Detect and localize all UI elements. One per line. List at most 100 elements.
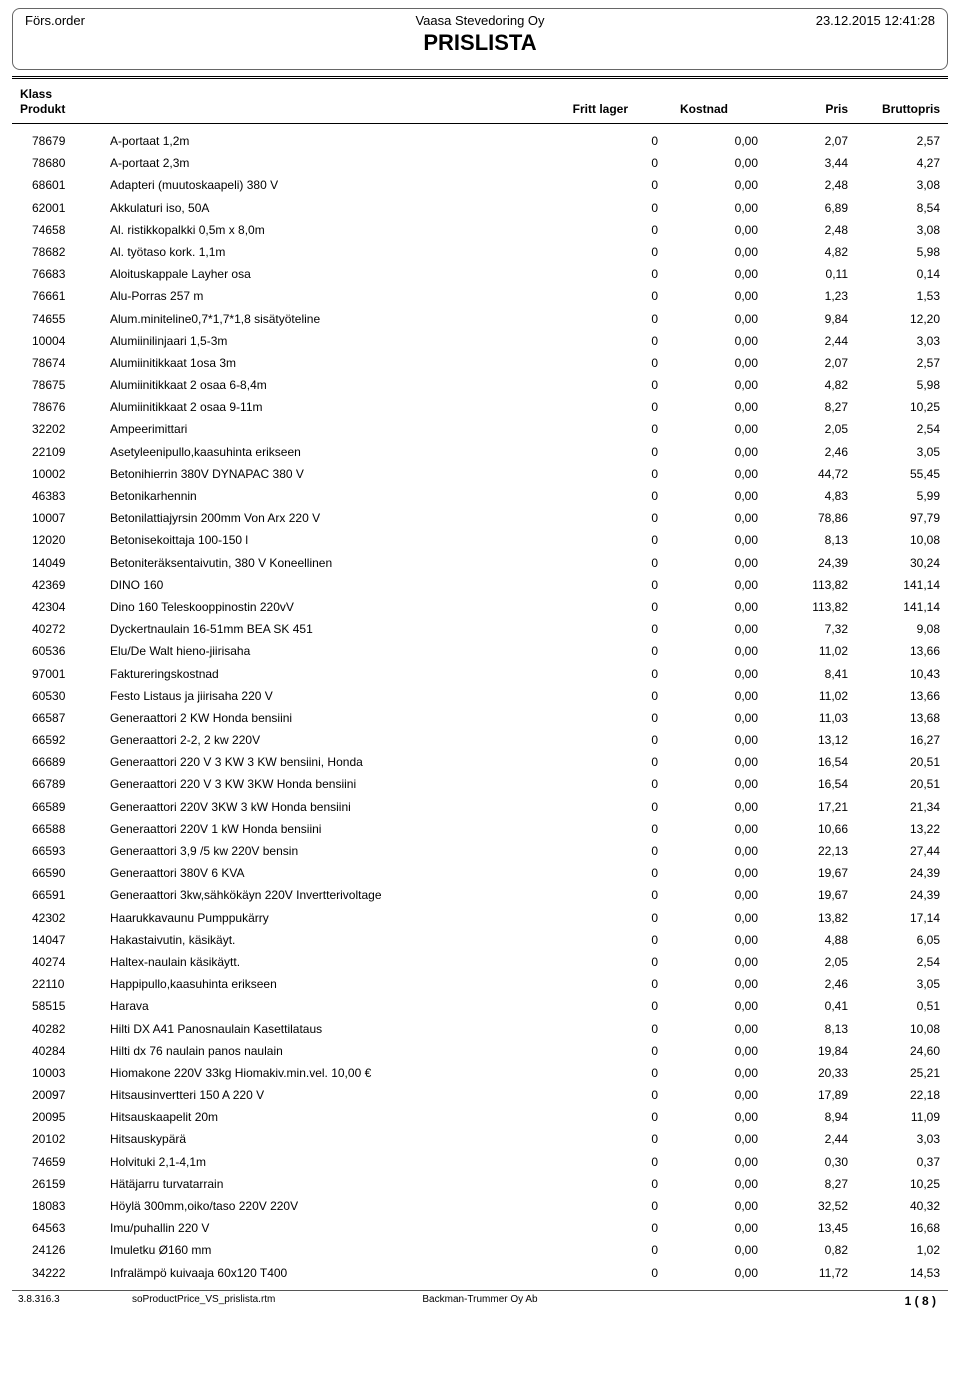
cell-brutto: 13,22: [858, 818, 948, 840]
cell-code: 20095: [12, 1106, 92, 1128]
cell-brutto: 97,79: [858, 507, 948, 529]
cell-name: Hitsausinvertteri 150 A 220 V: [92, 1084, 578, 1106]
cell-fritt: 0: [578, 330, 658, 352]
table-row: 40282Hilti DX A41 Panosnaulain Kasettila…: [12, 1018, 948, 1040]
cell-pris: 2,46: [758, 973, 858, 995]
cell-code: 22110: [12, 973, 92, 995]
table-row: 42302Haarukkavaunu Pumppukärry00,0013,82…: [12, 907, 948, 929]
cell-brutto: 10,08: [858, 529, 948, 551]
cell-fritt: 0: [578, 263, 658, 285]
cell-pris: 11,03: [758, 707, 858, 729]
report-title: PRISLISTA: [13, 30, 947, 56]
cell-pris: 8,94: [758, 1106, 858, 1128]
cell-code: 62001: [12, 197, 92, 219]
cell-kostnad: 0,00: [658, 862, 758, 884]
cell-pris: 0,41: [758, 995, 858, 1017]
table-row: 32202Ampeerimittari00,002,052,54: [12, 418, 948, 440]
table-row: 78682Al. työtaso kork. 1,1m00,004,825,98: [12, 241, 948, 263]
header-center: Vaasa Stevedoring Oy PRISLISTA: [13, 13, 947, 56]
cell-name: Hitsauskypärä: [92, 1128, 578, 1150]
cell-pris: 0,30: [758, 1151, 858, 1173]
cell-fritt: 0: [578, 663, 658, 685]
cell-fritt: 0: [578, 241, 658, 263]
cell-kostnad: 0,00: [658, 840, 758, 862]
cell-fritt: 0: [578, 552, 658, 574]
table-row: 26159Hätäjarru turvatarrain00,008,2710,2…: [12, 1173, 948, 1195]
table-row: 20102Hitsauskypärä00,002,443,03: [12, 1128, 948, 1150]
cell-code: 14047: [12, 929, 92, 951]
cell-name: A-portaat 2,3m: [92, 152, 578, 174]
cell-fritt: 0: [578, 1151, 658, 1173]
footer-rule: [12, 1290, 948, 1291]
cell-code: 76661: [12, 285, 92, 307]
table-row: 60536Elu/De Walt hieno-jiirisaha00,0011,…: [12, 640, 948, 662]
cell-kostnad: 0,00: [658, 663, 758, 685]
footer-page: 1 ( 8 ): [905, 1294, 936, 1308]
table-row: 12020Betonisekoittaja 100-150 l00,008,13…: [12, 529, 948, 551]
cell-name: Dyckertnaulain 16-51mm BEA SK 451: [92, 618, 578, 640]
cell-kostnad: 0,00: [658, 441, 758, 463]
cell-brutto: 5,98: [858, 374, 948, 396]
table-row: 10007Betonilattiajyrsin 200mm Von Arx 22…: [12, 507, 948, 529]
cell-fritt: 0: [578, 130, 658, 152]
cell-kostnad: 0,00: [658, 1128, 758, 1150]
cell-kostnad: 0,00: [658, 197, 758, 219]
cell-brutto: 24,39: [858, 862, 948, 884]
cell-fritt: 0: [578, 907, 658, 929]
cell-brutto: 3,08: [858, 219, 948, 241]
cell-code: 40272: [12, 618, 92, 640]
cell-fritt: 0: [578, 773, 658, 795]
header-datetime: 23.12.2015 12:41:28: [816, 13, 935, 28]
cell-brutto: 24,39: [858, 884, 948, 906]
table-row: 42369DINO 16000,00113,82141,14: [12, 574, 948, 596]
cell-kostnad: 0,00: [658, 773, 758, 795]
cell-pris: 4,82: [758, 241, 858, 263]
cell-fritt: 0: [578, 840, 658, 862]
cell-name: Betonisekoittaja 100-150 l: [92, 529, 578, 551]
table-row: 74659Holvituki 2,1-4,1m00,000,300,37: [12, 1151, 948, 1173]
cell-pris: 13,12: [758, 729, 858, 751]
cell-name: Asetyleenipullo,kaasuhinta erikseen: [92, 441, 578, 463]
cell-code: 78676: [12, 396, 92, 418]
cell-fritt: 0: [578, 1106, 658, 1128]
cell-pris: 113,82: [758, 574, 858, 596]
cell-kostnad: 0,00: [658, 330, 758, 352]
cell-fritt: 0: [578, 285, 658, 307]
cell-kostnad: 0,00: [658, 130, 758, 152]
cell-fritt: 0: [578, 1173, 658, 1195]
cell-name: Haltex-naulain käsikäytt.: [92, 951, 578, 973]
cell-pris: 8,27: [758, 396, 858, 418]
cell-fritt: 0: [578, 707, 658, 729]
cell-pris: 19,84: [758, 1040, 858, 1062]
cell-code: 66689: [12, 751, 92, 773]
cell-code: 46383: [12, 485, 92, 507]
table-row: 64563Imu/puhallin 220 V00,0013,4516,68: [12, 1217, 948, 1239]
cell-name: Höylä 300mm,oiko/taso 220V 220V: [92, 1195, 578, 1217]
cell-fritt: 0: [578, 197, 658, 219]
cell-kostnad: 0,00: [658, 1195, 758, 1217]
cell-pris: 9,84: [758, 308, 858, 330]
cell-name: Haarukkavaunu Pumppukärry: [92, 907, 578, 929]
cell-brutto: 8,54: [858, 197, 948, 219]
cell-fritt: 0: [578, 929, 658, 951]
cell-pris: 2,46: [758, 441, 858, 463]
cell-brutto: 30,24: [858, 552, 948, 574]
cell-code: 78675: [12, 374, 92, 396]
cell-brutto: 10,43: [858, 663, 948, 685]
cell-kostnad: 0,00: [658, 1262, 758, 1284]
cell-name: Faktureringskostnad: [92, 663, 578, 685]
table-row: 66593Generaattori 3,9 /5 kw 220V bensin0…: [12, 840, 948, 862]
cell-name: Generaattori 3kw,sähkökäyn 220V Invertte…: [92, 884, 578, 906]
cell-code: 66592: [12, 729, 92, 751]
cell-name: Alumiinitikkaat 1osa 3m: [92, 352, 578, 374]
cell-kostnad: 0,00: [658, 618, 758, 640]
cell-pris: 2,05: [758, 418, 858, 440]
cell-fritt: 0: [578, 973, 658, 995]
cell-name: Hiomakone 220V 33kg Hiomakiv.min.vel. 10…: [92, 1062, 578, 1084]
table-row: 66592Generaattori 2-2, 2 kw 220V00,0013,…: [12, 729, 948, 751]
cell-code: 20102: [12, 1128, 92, 1150]
cell-code: 74655: [12, 308, 92, 330]
cell-fritt: 0: [578, 862, 658, 884]
cell-name: Hilti DX A41 Panosnaulain Kasettilataus: [92, 1018, 578, 1040]
cell-pris: 2,07: [758, 130, 858, 152]
